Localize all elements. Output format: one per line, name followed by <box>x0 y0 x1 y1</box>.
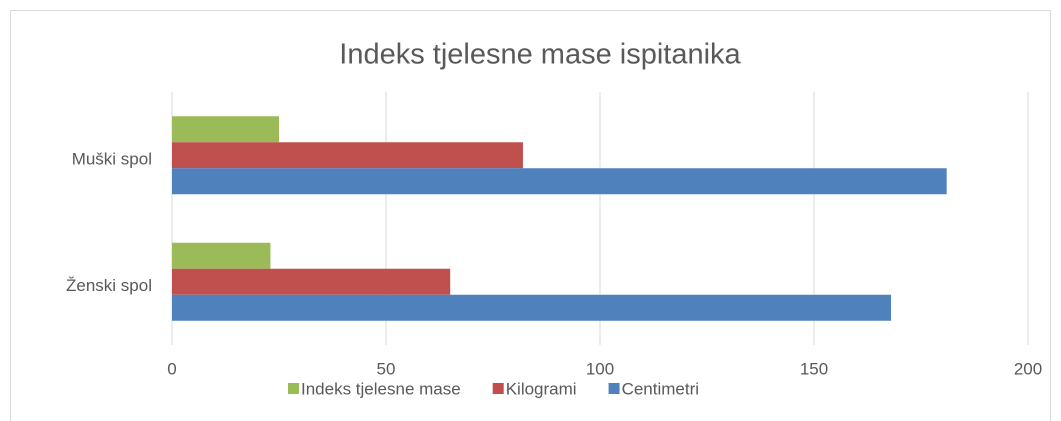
chart-title: Indeks tjelesne mase ispitanika <box>339 39 741 71</box>
x-tick-label: 100 <box>586 359 614 378</box>
chart-frame <box>10 10 1051 421</box>
legend-label: Centimetri <box>622 379 699 398</box>
x-tick-label: 200 <box>1014 359 1042 378</box>
x-tick-label: 0 <box>167 359 176 378</box>
bar <box>172 242 271 269</box>
bar <box>172 268 451 295</box>
bar <box>172 168 947 195</box>
x-tick-label: 150 <box>800 359 828 378</box>
bar <box>172 294 892 321</box>
bar <box>172 142 523 169</box>
y-tick-label: Muški spol <box>72 150 152 169</box>
y-tick-label: Ženski spol <box>66 276 152 295</box>
legend-label: Indeks tjelesne mase <box>301 379 461 398</box>
legend-swatch <box>608 383 620 394</box>
legend-swatch <box>288 383 299 394</box>
legend-swatch <box>492 383 504 394</box>
x-tick-label: 50 <box>377 359 396 378</box>
bar <box>172 116 279 143</box>
legend-label: Kilogrami <box>506 379 577 398</box>
